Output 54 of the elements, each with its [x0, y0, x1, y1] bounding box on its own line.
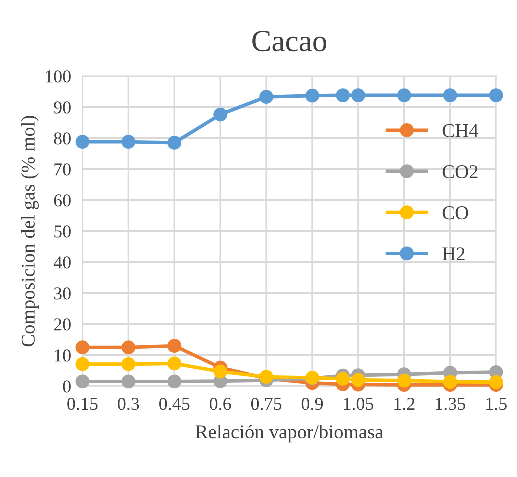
- point: [76, 340, 90, 355]
- legend-label: CO2: [442, 165, 478, 179]
- y-tick-label: 40: [54, 256, 71, 269]
- x-tick-label: 1.2: [394, 398, 415, 410]
- chart-title: Cacao: [252, 31, 327, 52]
- point: [443, 88, 458, 102]
- point: [260, 90, 274, 104]
- x-axis-title: Relación vapor/biomasa: [196, 424, 384, 443]
- y-tick-label: 90: [54, 102, 71, 114]
- point: [336, 372, 350, 386]
- point: [352, 373, 366, 388]
- point: [443, 375, 458, 389]
- point: [76, 374, 90, 389]
- point: [122, 135, 136, 149]
- y-tick-label: 100: [46, 70, 71, 83]
- point: [214, 108, 228, 122]
- point: [489, 88, 504, 102]
- y-tick-label: 10: [55, 350, 71, 362]
- x-tick-label: 0.15: [68, 398, 98, 410]
- point: [336, 88, 350, 102]
- point: [168, 374, 182, 389]
- y-axis-title: Composicion del gas (% mol): [21, 116, 39, 347]
- point: [122, 374, 136, 389]
- point: [397, 374, 412, 388]
- point: [168, 356, 182, 371]
- y-tick-label: 70: [54, 164, 71, 176]
- x-tick-label: 1.05: [344, 398, 374, 410]
- y-tick-label: 50: [54, 226, 71, 238]
- point: [168, 136, 182, 150]
- x-tick-label: 0.9: [302, 398, 324, 410]
- y-tick-label: 60: [54, 194, 71, 207]
- y-tick-label: 20: [54, 318, 71, 331]
- point: [122, 357, 136, 372]
- x-tick-label: 0.45: [160, 398, 190, 410]
- x-tick-label: 0.3: [118, 398, 140, 410]
- point: [214, 364, 228, 379]
- y-tick-label: 0: [63, 380, 71, 393]
- point: [306, 88, 320, 103]
- point: [122, 340, 136, 355]
- legend-label: CH4: [442, 124, 479, 138]
- point: [76, 357, 90, 372]
- x-tick-label: 0.75: [251, 398, 282, 410]
- x-tick-label: 1.35: [436, 398, 466, 410]
- legend-label: CO: [442, 206, 468, 220]
- point: [76, 135, 90, 149]
- legend-label: H2: [442, 248, 465, 260]
- x-tick-label: 0.6: [210, 398, 232, 410]
- point: [489, 375, 504, 390]
- point: [168, 339, 182, 354]
- y-tick-label: 80: [54, 132, 71, 145]
- point: [397, 88, 412, 102]
- x-tick-label: 1.5: [486, 398, 507, 410]
- point: [352, 88, 366, 102]
- y-tick-label: 30: [54, 288, 71, 300]
